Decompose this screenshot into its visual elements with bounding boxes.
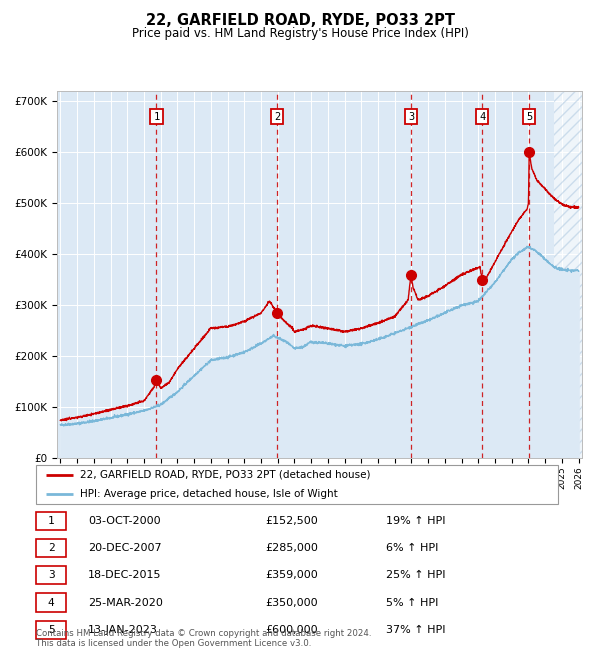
Text: 5: 5 bbox=[48, 625, 55, 635]
Text: 4: 4 bbox=[479, 112, 485, 122]
FancyBboxPatch shape bbox=[36, 512, 66, 530]
Text: 25-MAR-2020: 25-MAR-2020 bbox=[88, 597, 163, 608]
Text: 20-DEC-2007: 20-DEC-2007 bbox=[88, 543, 162, 553]
Text: 5% ↑ HPI: 5% ↑ HPI bbox=[386, 597, 438, 608]
FancyBboxPatch shape bbox=[36, 566, 66, 584]
Text: 25% ↑ HPI: 25% ↑ HPI bbox=[386, 570, 445, 580]
Text: Contains HM Land Registry data © Crown copyright and database right 2024.
This d: Contains HM Land Registry data © Crown c… bbox=[36, 629, 371, 648]
Text: £152,500: £152,500 bbox=[266, 515, 319, 526]
FancyBboxPatch shape bbox=[36, 539, 66, 557]
Text: HPI: Average price, detached house, Isle of Wight: HPI: Average price, detached house, Isle… bbox=[80, 489, 338, 499]
FancyBboxPatch shape bbox=[36, 593, 66, 612]
FancyBboxPatch shape bbox=[36, 621, 66, 639]
FancyBboxPatch shape bbox=[36, 465, 558, 504]
Text: 19% ↑ HPI: 19% ↑ HPI bbox=[386, 515, 445, 526]
Text: 37% ↑ HPI: 37% ↑ HPI bbox=[386, 625, 445, 635]
Text: 13-JAN-2023: 13-JAN-2023 bbox=[88, 625, 158, 635]
Text: 4: 4 bbox=[48, 597, 55, 608]
Text: Price paid vs. HM Land Registry's House Price Index (HPI): Price paid vs. HM Land Registry's House … bbox=[131, 27, 469, 40]
Text: 6% ↑ HPI: 6% ↑ HPI bbox=[386, 543, 438, 553]
Text: 1: 1 bbox=[48, 515, 55, 526]
Text: 3: 3 bbox=[48, 570, 55, 580]
Text: 22, GARFIELD ROAD, RYDE, PO33 2PT: 22, GARFIELD ROAD, RYDE, PO33 2PT bbox=[146, 13, 455, 28]
Text: 2: 2 bbox=[274, 112, 280, 122]
Text: £359,000: £359,000 bbox=[266, 570, 319, 580]
Text: 22, GARFIELD ROAD, RYDE, PO33 2PT (detached house): 22, GARFIELD ROAD, RYDE, PO33 2PT (detac… bbox=[80, 469, 371, 480]
Text: 1: 1 bbox=[154, 112, 160, 122]
Text: £600,000: £600,000 bbox=[266, 625, 319, 635]
Text: 5: 5 bbox=[526, 112, 532, 122]
Text: 2: 2 bbox=[48, 543, 55, 553]
Text: 3: 3 bbox=[408, 112, 414, 122]
Text: 18-DEC-2015: 18-DEC-2015 bbox=[88, 570, 162, 580]
Text: 03-OCT-2000: 03-OCT-2000 bbox=[88, 515, 161, 526]
Text: £285,000: £285,000 bbox=[266, 543, 319, 553]
Text: £350,000: £350,000 bbox=[266, 597, 319, 608]
